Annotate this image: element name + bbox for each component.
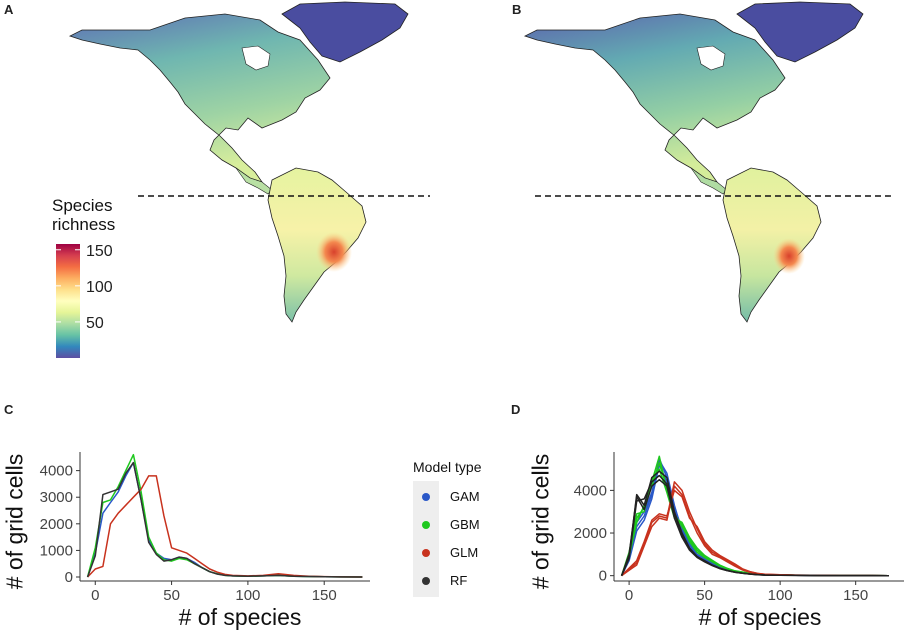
colorbar-ticks: 150 100 50 [56, 243, 113, 332]
series-line-rf-1 [620, 470, 889, 577]
north-america-shape [68, 13, 331, 183]
atlantic-forest-hotspot [316, 232, 352, 272]
chart-d-ylabel: # of grid cells [527, 453, 554, 590]
greenland-shape [281, 1, 409, 63]
panel-label-c: C [4, 402, 14, 417]
y-tick-label: 3000 [40, 489, 73, 506]
chart-c-xlabel: # of species [178, 604, 302, 630]
series-line-glm-2 [621, 485, 889, 577]
series-line-gbm-3 [620, 468, 889, 577]
colorbar-tick-label: 100 [86, 279, 113, 296]
x-tick-label: 100 [235, 587, 260, 603]
south-america-shape [722, 167, 822, 323]
chart-d-xlabel: # of species [698, 604, 822, 630]
legend-label-gbm: GBM [450, 517, 480, 532]
legend-key-gam [422, 493, 430, 501]
x-tick-label: 150 [843, 587, 868, 603]
legend-title: Model type [413, 459, 482, 475]
species-richness-map-b [523, 1, 895, 323]
chart-d: 0 2000 4000 0 50 100 150 [574, 452, 904, 603]
series-line-rf-3 [620, 478, 889, 577]
legend-key-rf [422, 577, 430, 585]
x-tick-label: 0 [625, 587, 633, 603]
x-tick-label: 150 [312, 587, 337, 603]
colorbar-ramp [56, 244, 80, 358]
hudson-bay-shape [241, 45, 271, 71]
legend-key-glm [422, 549, 430, 557]
species-richness-map-a [68, 1, 430, 323]
y-tick-label: 2000 [40, 516, 73, 533]
series-line-gam [86, 461, 363, 578]
panel-label-a: A [4, 2, 14, 17]
y-tick-label: 0 [599, 568, 607, 585]
chart-c: 0 1000 2000 3000 4000 0 50 100 150 [40, 452, 370, 603]
greenland-shape [736, 1, 864, 63]
colorbar: 150 100 50 [56, 243, 113, 358]
series-line-glm [87, 475, 363, 578]
y-tick-label: 4000 [40, 463, 73, 480]
legend-label-rf: RF [450, 573, 468, 588]
legend-label-glm: GLM [450, 545, 479, 560]
series-line-glm-3 [621, 489, 889, 577]
colorbar-tick-label: 50 [86, 315, 104, 332]
atlantic-forest-hotspot [773, 238, 805, 274]
series-line-glm-1 [621, 481, 889, 577]
x-tick-label: 100 [768, 587, 793, 603]
series-line-gbm [86, 453, 363, 578]
x-tick-label: 50 [696, 587, 713, 603]
colorbar-title: Species richness [52, 196, 115, 234]
series-line-rf-2 [620, 474, 889, 577]
y-tick-label: 1000 [40, 542, 73, 559]
panel-label-b: B [512, 2, 522, 17]
y-tick-label: 2000 [574, 525, 607, 542]
legend-label-gam: GAM [450, 489, 480, 504]
legend-key-gbm [422, 521, 430, 529]
y-tick-label: 0 [65, 569, 73, 586]
north-america-shape [523, 13, 786, 183]
colorbar-tick-label: 150 [86, 243, 113, 260]
hudson-bay-shape [696, 45, 726, 71]
series-line-rf [86, 461, 363, 578]
x-tick-label: 50 [163, 587, 180, 603]
y-tick-label: 4000 [574, 482, 607, 499]
colorbar-title-line1: Species [52, 196, 113, 215]
colorbar-title-line2: richness [52, 215, 116, 234]
x-tick-label: 0 [91, 587, 99, 603]
panel-label-d: D [511, 402, 521, 417]
south-america-shape [267, 167, 367, 323]
